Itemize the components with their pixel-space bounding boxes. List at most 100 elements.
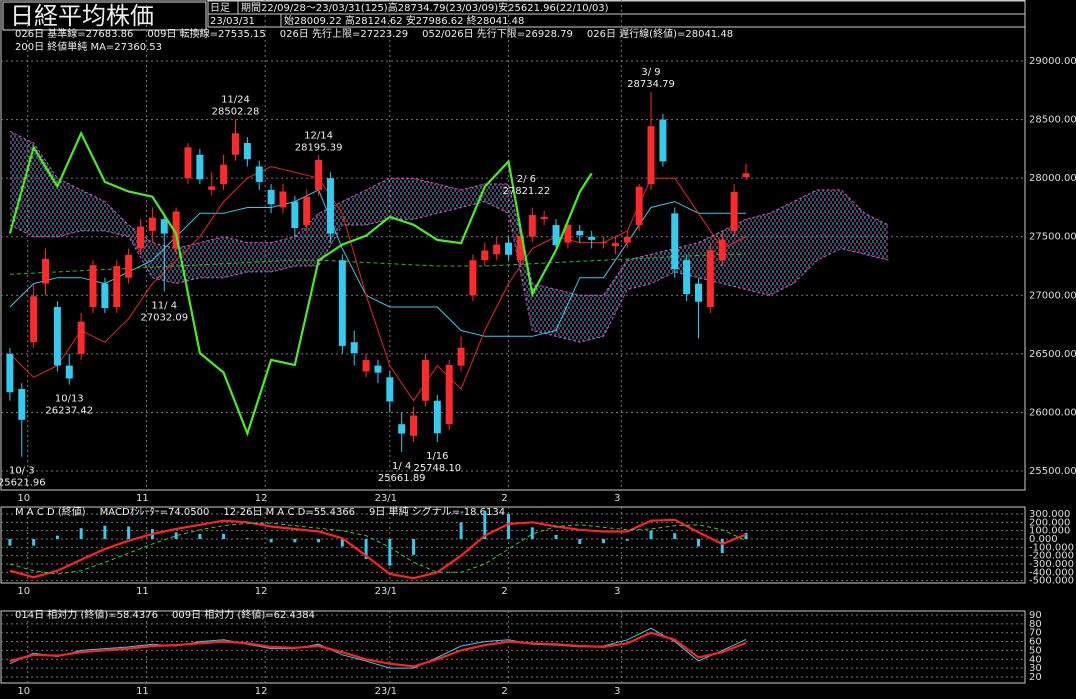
histogram-bar (625, 539, 629, 541)
candle-body (540, 216, 548, 220)
panel-title: M A C D (終値) (15, 505, 86, 518)
histogram-bar (269, 539, 273, 543)
x-tick-label: 2 (501, 586, 507, 597)
candle-body (315, 159, 323, 190)
x-tick-label: 10 (17, 586, 30, 597)
histogram-bar (530, 527, 534, 539)
series-line (9, 627, 747, 669)
candle-body (255, 166, 263, 182)
y-tick-label: 100.000 (1029, 526, 1070, 537)
x-tick-label: 2 (501, 493, 507, 504)
candle-body (683, 260, 691, 295)
x-tick-label: 3 (614, 493, 620, 504)
annotation-date: 3/ 9 (641, 67, 660, 78)
candle-body (552, 225, 560, 246)
candle-body (137, 226, 145, 249)
histogram-bar (8, 539, 12, 546)
x-tick-label: 12 (255, 493, 268, 504)
histogram-bar (222, 534, 226, 539)
y-tick-label: 90 (1029, 610, 1042, 621)
y-tick-label: 25500.00 (1029, 466, 1076, 477)
candle-body (160, 219, 168, 234)
x-tick-label: 2 (501, 686, 507, 697)
series-line (9, 201, 889, 343)
histogram-bar (103, 525, 107, 539)
candle-body (267, 189, 275, 205)
date: 23/03/31 (210, 16, 255, 27)
histogram-bar (744, 532, 748, 539)
histogram-bar (32, 539, 36, 546)
annotation-date: 1/16 (426, 451, 448, 462)
x-tick-label: 3 (614, 586, 620, 597)
candle-body (303, 196, 311, 226)
ohlc-info: 始28009.22 高28124.62 安27986.62 終28041.48 (284, 14, 524, 27)
series-line (9, 253, 746, 275)
candle-body (623, 236, 631, 243)
histogram-bar (127, 526, 131, 539)
candle-body (600, 242, 608, 244)
annotation-price: 28502.28 (212, 106, 260, 117)
candle-body (742, 173, 750, 178)
series-line (9, 631, 747, 668)
annotation-date: 11/24 (221, 94, 250, 105)
histogram-bar (55, 535, 59, 539)
candle-body (291, 201, 299, 229)
panel-frame (0, 0, 1026, 491)
candle-body (647, 126, 655, 185)
candle-body (125, 254, 133, 278)
candle-body (706, 250, 714, 308)
y-tick-label: 0.000 (1029, 534, 1058, 545)
annotation-price: 25661.89 (378, 473, 426, 484)
histogram-bar (79, 528, 83, 539)
series-line (9, 518, 747, 580)
candle-body (718, 239, 726, 261)
period-label: 日足 (210, 2, 230, 14)
candle-body (196, 154, 204, 180)
histogram-bar (554, 534, 558, 539)
candle-body (30, 296, 38, 343)
legend-entry: 052/026日 先行下限=26928.79 (422, 27, 573, 40)
annotation-date: 1/ 4 (392, 461, 411, 472)
series-line (8, 130, 593, 437)
y-tick-label: -200.000 (1029, 551, 1074, 562)
x-tick-label: 23/1 (375, 586, 397, 597)
legend-entry: 026日 先行上限=27223.29 (280, 27, 408, 40)
candle-body (243, 143, 251, 160)
x-tick-label: 11 (136, 686, 149, 697)
x-tick-label: 23/1 (375, 493, 397, 504)
candle-body (386, 377, 394, 402)
x-tick-label: 12 (255, 586, 268, 597)
candle-body (374, 365, 382, 373)
y-tick-label: 26000.00 (1029, 407, 1076, 418)
y-tick-label: 70 (1029, 628, 1042, 639)
y-tick-label: 30 (1029, 663, 1042, 674)
legend-entry: 009日 相対力 (終値)=62.4384 (172, 608, 315, 621)
candle-body (445, 365, 453, 425)
panel-frame (0, 610, 1026, 684)
y-tick-label: 26500.00 (1029, 349, 1076, 360)
x-tick-label: 12 (255, 686, 268, 697)
annotation-date: 11/ 4 (151, 301, 177, 312)
legend-entry: 009日 転換線=27535.15 (147, 27, 265, 40)
candle-body (42, 258, 50, 284)
candle-body (350, 342, 358, 354)
annotation-date: 10/ 3 (9, 466, 35, 477)
histogram-bar (459, 522, 463, 539)
x-tick-label: 23/1 (375, 686, 397, 697)
histogram-bar (483, 510, 487, 539)
legend-entry: 9日 単純 シグナル=-18.6134 (369, 505, 505, 518)
histogram-bar (673, 533, 677, 539)
histogram-bar (245, 538, 249, 539)
histogram-bar (697, 539, 701, 547)
candle-body (53, 307, 61, 366)
candle-body (398, 424, 406, 434)
x-tick-label: 10 (17, 686, 30, 697)
candle-body (421, 359, 429, 401)
annotation-price: 27821.22 (502, 186, 550, 197)
y-tick-label: 300.000 (1029, 509, 1070, 520)
candle-body (77, 321, 85, 354)
y-tick-label: -400.000 (1029, 567, 1074, 578)
annotation-date: 12/14 (304, 130, 333, 141)
annotation-price: 25748.10 (413, 463, 461, 474)
annotation-date: 10/13 (55, 394, 84, 405)
